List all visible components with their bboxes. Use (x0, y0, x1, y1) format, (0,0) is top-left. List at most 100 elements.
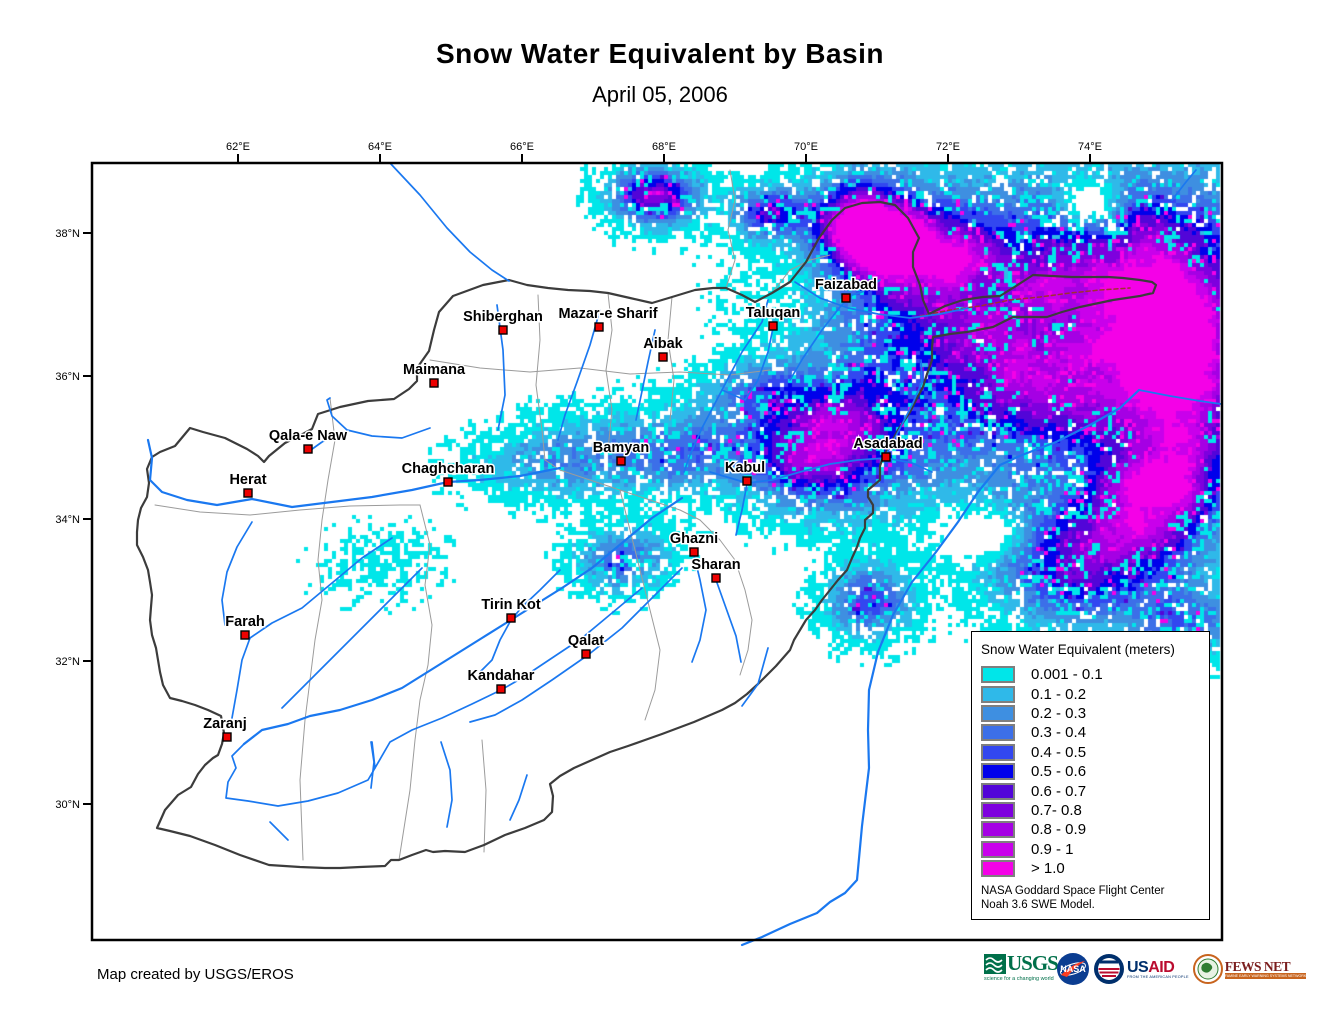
usaid-logo: USAID FROM THE AMERICAN PEOPLE (1093, 953, 1189, 985)
city-label: Qala-e Naw (269, 428, 348, 444)
river (479, 569, 561, 673)
logo-bar: USGS science for a changing world NASA U… (983, 950, 1307, 988)
legend-row: 0.5 - 0.6 (981, 762, 1201, 781)
legend-entry-label: 0.6 - 0.7 (1031, 782, 1087, 800)
legend-swatch (981, 821, 1015, 839)
city-marker (841, 293, 851, 303)
city-label: Farah (225, 614, 265, 630)
legend-swatch (981, 743, 1015, 761)
river (709, 457, 933, 484)
province-boundary (398, 504, 433, 861)
city-label: Tirin Kot (481, 597, 541, 613)
river (281, 567, 423, 709)
city-label: Taluqan (746, 305, 801, 321)
legend-swatch (981, 763, 1015, 781)
legend-swatch (981, 801, 1015, 819)
legend-rows: 0.001 - 0.1 0.1 - 0.2 0.2 - 0.3 0.3 - 0.4 0.… (981, 665, 1201, 878)
river (326, 397, 431, 439)
river (885, 359, 923, 456)
river (389, 162, 510, 282)
city-label: Herat (229, 472, 266, 488)
river (851, 279, 881, 296)
legend-box: Snow Water Equivalent (meters) 0.001 - 0… (971, 631, 1210, 920)
lon-tick-label: 72°E (936, 141, 960, 153)
province-boundary (535, 294, 546, 461)
city-marker (658, 352, 668, 362)
usgs-wordmark: USGS (1007, 951, 1059, 975)
usaid-wordmark-us: US (1127, 958, 1149, 976)
city-label: Faizabad (815, 277, 877, 293)
lon-tick-label: 66°E (510, 141, 534, 153)
river (370, 741, 375, 789)
legend-entry-label: 0.5 - 0.6 (1031, 763, 1087, 781)
river (242, 496, 684, 746)
lon-tick-label: 64°E (368, 141, 392, 153)
city-marker (303, 444, 313, 454)
legend-entry-label: 0.001 - 0.1 (1031, 666, 1103, 684)
city-marker (222, 732, 232, 742)
city-label: Sharan (691, 557, 740, 573)
river (469, 567, 683, 723)
river (683, 299, 769, 473)
legend-row: 0.7- 0.8 (981, 801, 1201, 820)
city-marker (240, 630, 250, 640)
city-marker (498, 325, 508, 335)
city-label: Chaghcharan (402, 461, 495, 477)
city-label: Kabul (725, 460, 765, 476)
usaid-tagline: FROM THE AMERICAN PEOPLE (1127, 974, 1189, 979)
city-marker (881, 452, 891, 462)
city-marker (689, 547, 699, 557)
river (269, 821, 289, 841)
legend-row: 0.3 - 0.4 (981, 723, 1201, 742)
river (691, 554, 707, 663)
legend-row: 0.2 - 0.3 (981, 704, 1201, 723)
legend-row: 0.001 - 0.1 (981, 665, 1201, 684)
river (715, 579, 742, 663)
legend-row: 0.9 - 1 (981, 840, 1201, 859)
river (221, 521, 253, 626)
province-boundary (429, 359, 771, 376)
lon-tick-label: 62°E (226, 141, 250, 153)
province-boundary (544, 459, 701, 521)
legend-swatch (981, 724, 1015, 742)
city-label: Mazar-e Sharif (558, 306, 657, 322)
fews-wordmark: FEWS NET (1224, 958, 1291, 974)
map-frame (90, 161, 1224, 942)
city-label: Zaranj (203, 716, 247, 732)
legend-entry-label: 0.9 - 1 (1031, 840, 1074, 858)
legend-entry-label: 0.4 - 0.5 (1031, 743, 1087, 761)
legend-row: 0.8 - 0.9 (981, 820, 1201, 839)
province-boundary (667, 296, 675, 421)
river (735, 483, 748, 536)
river (231, 537, 393, 719)
province-boundary (299, 397, 336, 861)
province-boundary (725, 169, 736, 289)
legend-entry-label: 0.8 - 0.9 (1031, 821, 1087, 839)
legend-row: 0.1 - 0.2 (981, 684, 1201, 703)
river (635, 329, 656, 421)
legend-row: 0.6 - 0.7 (981, 781, 1201, 800)
legend-swatch (981, 860, 1015, 878)
river (721, 327, 774, 401)
lon-tick-label: 70°E (794, 141, 818, 153)
page-title: Snow Water Equivalent by Basin (435, 38, 885, 69)
river (146, 438, 562, 509)
city-label: Asadabad (853, 436, 922, 452)
city-label: Qalat (568, 633, 604, 649)
legend-note-line1: NASA Goddard Space Flight Center (981, 885, 1165, 898)
river (789, 294, 853, 381)
river (557, 309, 601, 441)
legend-swatch (981, 840, 1015, 858)
city-label: Aibak (643, 336, 683, 352)
usaid-wordmark-aid: AID (1148, 958, 1175, 976)
fews-net-logo: FEWS NET FAMINE EARLY WARNING SYSTEMS NE… (1192, 954, 1307, 984)
legend-entry-label: > 1.0 (1031, 860, 1065, 878)
legend-swatch (981, 782, 1015, 800)
legend-swatch (981, 685, 1015, 703)
river (440, 741, 453, 828)
lat-tick-label: 32°N (55, 656, 80, 668)
city-label: Shiberghan (463, 309, 543, 325)
fews-tagline: FAMINE EARLY WARNING SYSTEMS NETWORK (1224, 972, 1307, 979)
city-marker (768, 321, 778, 331)
province-boundary (619, 489, 661, 721)
